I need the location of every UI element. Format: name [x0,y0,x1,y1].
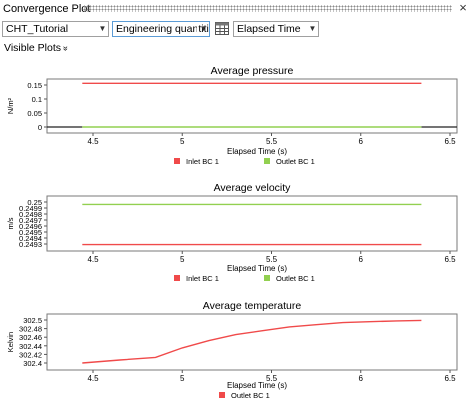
simulation-select-value: CHT_Tutorial [6,23,69,35]
pressure-xtick-label: 5 [180,137,185,146]
chevron-down-icon[interactable]: ▼ [306,22,318,36]
velocity-xtick-label: 4.5 [87,255,99,264]
pressure-ytick-label: 0.15 [27,81,42,90]
pressure-plot-area [46,78,458,134]
velocity-xtick-label: 5.5 [266,255,278,264]
temperature-xtick-label: 6.5 [444,374,456,383]
velocity-chart-title: Average velocity [214,182,292,194]
temperature-chart-title: Average temperature [203,300,302,312]
pressure-legend-label: Inlet BC 1 [186,157,219,166]
velocity-legend-swatch [264,275,270,281]
velocity-ytick-label: 0.2493 [19,240,42,249]
window-titlebar: Convergence Plot × [0,0,474,18]
quantity-mode-select-value: Engineering quantities [116,23,210,35]
pressure-ytick-label: 0 [38,123,42,132]
pressure-legend-swatch [174,158,180,164]
velocity-ytick-label: 0.2495 [19,228,42,237]
velocity-xtick-label: 5 [180,255,185,264]
pressure-ytick-label: 0.1 [32,95,42,104]
chevron-down-icon[interactable]: ▼ [96,22,108,36]
velocity-legend-swatch [174,275,180,281]
pressure-xtick-label: 5.5 [266,137,278,146]
x-axis-select-value: Elapsed Time [237,23,301,35]
visible-plots-label: Visible Plots [4,42,62,54]
velocity-xtick-label: 6.5 [444,255,456,264]
velocity-ylabel: m/s [6,217,15,229]
quantity-mode-select[interactable]: Engineering quantities ▼ [112,21,210,37]
x-axis-select[interactable]: Elapsed Time ▼ [233,21,319,37]
temperature-xtick-label: 4.5 [87,374,99,383]
temperature-ytick-label: 302.4 [23,359,42,368]
velocity-legend-label: Inlet BC 1 [186,274,219,283]
velocity-ytick-label: 0.2499 [19,204,42,213]
pressure-ytick-label: 0.05 [27,109,42,118]
temperature-series-outlet-bc-1 [82,319,422,364]
temperature-xlabel: Elapsed Time (s) [227,381,287,390]
velocity-ytick-label: 0.25 [27,198,42,207]
visible-plots-toggle[interactable]: Visible Plots» [4,42,72,54]
temperature-ylabel: Kelvin [6,332,15,352]
chevron-down-icon[interactable]: ▼ [197,22,209,36]
pressure-xlabel: Elapsed Time (s) [227,147,287,156]
toolbar: CHT_Tutorial ▼ Engineering quantities ▼ … [0,20,474,40]
temperature-ytick-label: 302.42 [19,350,42,359]
temperature-legend-label: Outlet BC 1 [231,391,270,400]
temperature-ytick-label: 302.5 [23,316,42,325]
pressure-legend-swatch [264,158,270,164]
simulation-select[interactable]: CHT_Tutorial ▼ [2,21,109,37]
velocity-xtick-label: 6 [359,255,364,264]
velocity-ytick-label: 0.2498 [19,210,42,219]
pressure-ylabel: N/m² [6,97,15,114]
velocity-ytick-label: 0.2496 [19,222,42,231]
velocity-xlabel: Elapsed Time (s) [227,264,287,273]
velocity-legend-label: Outlet BC 1 [276,274,315,283]
pressure-legend-label: Outlet BC 1 [276,157,315,166]
temperature-legend-swatch [219,392,225,398]
temperature-xtick-label: 5.5 [266,374,278,383]
drag-grip[interactable] [83,5,452,12]
pressure-chart-title: Average pressure [211,65,294,77]
double-chevron-down-icon: » [61,45,72,51]
window-title: Convergence Plot [3,3,91,15]
temperature-xtick-label: 5 [180,374,185,383]
temperature-xtick-label: 6 [359,374,364,383]
temperature-ytick-label: 302.46 [19,333,42,342]
pressure-xtick-label: 6 [359,137,364,146]
velocity-ytick-label: 0.2497 [19,216,42,225]
close-icon[interactable]: × [459,0,467,15]
temperature-ytick-label: 302.44 [19,342,42,351]
table-icon[interactable] [215,22,229,35]
velocity-plot-area [46,195,458,252]
pressure-xtick-label: 6.5 [444,137,456,146]
temperature-ytick-label: 302.48 [19,325,42,334]
temperature-plot-area [46,313,458,371]
pressure-xtick-label: 4.5 [87,137,99,146]
velocity-ytick-label: 0.2494 [19,234,42,243]
